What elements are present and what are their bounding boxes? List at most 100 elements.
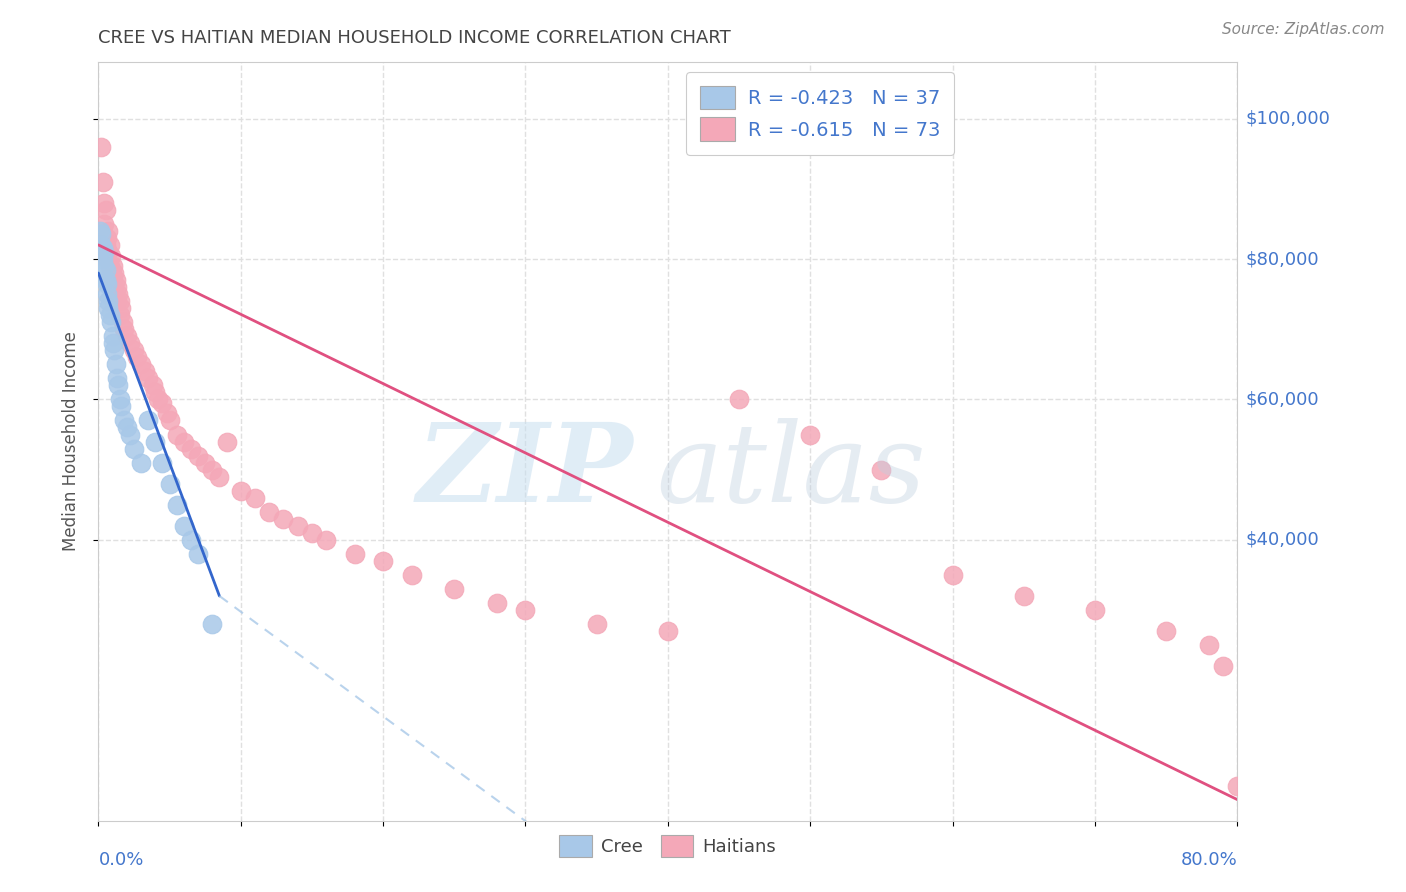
Point	[373, 554, 395, 568]
Point	[129, 456, 152, 470]
Text: atlas: atlas	[657, 418, 927, 525]
Point	[152, 396, 174, 410]
Point	[101, 273, 124, 287]
Point	[96, 287, 118, 301]
Point	[201, 617, 224, 632]
Text: CREE VS HAITIAN MEDIAN HOUSEHOLD INCOME CORRELATION CHART: CREE VS HAITIAN MEDIAN HOUSEHOLD INCOME …	[98, 29, 731, 47]
Point	[103, 343, 125, 358]
Point	[187, 449, 209, 463]
Point	[728, 392, 751, 407]
Point	[657, 624, 679, 639]
Point	[180, 533, 202, 547]
Point	[104, 273, 127, 287]
Point	[799, 427, 821, 442]
Point	[93, 195, 115, 210]
Point	[105, 371, 128, 385]
Point	[180, 442, 202, 456]
Point	[118, 336, 141, 351]
Point	[93, 259, 115, 273]
Point	[1154, 624, 1177, 639]
Point	[129, 357, 152, 371]
Point	[243, 491, 266, 505]
Text: $60,000: $60,000	[1246, 391, 1319, 409]
Point	[93, 217, 115, 231]
Point	[159, 476, 181, 491]
Point	[93, 244, 115, 259]
Point	[105, 294, 128, 309]
Point	[273, 512, 295, 526]
Point	[115, 329, 138, 343]
Point	[108, 392, 131, 407]
Point	[1212, 659, 1234, 673]
Point	[90, 227, 112, 242]
Point	[136, 413, 159, 427]
Point	[229, 483, 252, 498]
Point	[173, 518, 195, 533]
Point	[315, 533, 337, 547]
Point	[91, 242, 114, 256]
Point	[90, 139, 112, 153]
Point	[112, 322, 135, 336]
Text: 80.0%: 80.0%	[1181, 851, 1237, 869]
Point	[98, 259, 121, 273]
Point	[97, 301, 120, 315]
Point	[111, 315, 134, 329]
Point	[104, 357, 127, 371]
Point	[101, 259, 124, 273]
Point	[141, 378, 163, 392]
Point	[173, 434, 195, 449]
Point	[103, 280, 125, 294]
Point	[942, 568, 965, 582]
Point	[1226, 779, 1249, 793]
Point	[486, 596, 509, 610]
Point	[118, 427, 141, 442]
Point	[94, 238, 117, 252]
Point	[1198, 638, 1220, 652]
Point	[1084, 603, 1107, 617]
Point	[301, 525, 323, 540]
Legend: Cree, Haitians: Cree, Haitians	[553, 828, 783, 864]
Point	[101, 329, 124, 343]
Point	[96, 231, 118, 245]
Point	[166, 498, 188, 512]
Point	[89, 224, 111, 238]
Text: Source: ZipAtlas.com: Source: ZipAtlas.com	[1222, 22, 1385, 37]
Point	[122, 343, 145, 358]
Point	[108, 308, 131, 322]
Point	[96, 252, 118, 266]
Point	[105, 280, 128, 294]
Point	[201, 462, 224, 476]
Point	[110, 400, 132, 414]
Point	[870, 462, 893, 476]
Point	[97, 294, 120, 309]
Point	[259, 505, 281, 519]
Point	[194, 456, 217, 470]
Point	[166, 427, 188, 442]
Point	[152, 456, 174, 470]
Point	[94, 273, 117, 287]
Point	[215, 434, 238, 449]
Point	[98, 308, 121, 322]
Point	[515, 603, 537, 617]
Point	[97, 244, 120, 259]
Point	[94, 202, 117, 217]
Point	[90, 238, 112, 252]
Point	[101, 336, 124, 351]
Point	[156, 407, 179, 421]
Point	[100, 266, 122, 280]
Point	[98, 238, 121, 252]
Point	[107, 287, 129, 301]
Text: $100,000: $100,000	[1246, 110, 1330, 128]
Point	[343, 547, 366, 561]
Point	[94, 262, 117, 277]
Text: ZIP: ZIP	[418, 418, 634, 525]
Text: $40,000: $40,000	[1246, 531, 1319, 549]
Point	[125, 351, 148, 365]
Point	[100, 248, 122, 262]
Point	[145, 385, 167, 400]
Point	[136, 371, 159, 385]
Text: 0.0%: 0.0%	[98, 851, 143, 869]
Point	[287, 518, 309, 533]
Point	[122, 442, 145, 456]
Point	[159, 413, 181, 427]
